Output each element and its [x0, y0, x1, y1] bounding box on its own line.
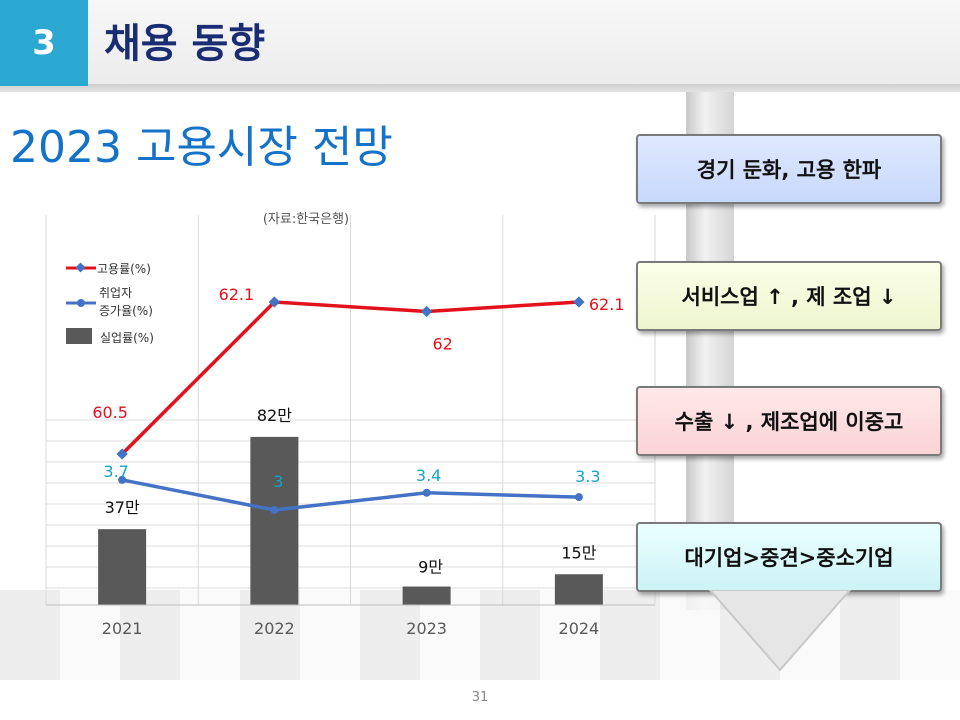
marker-employed-growth	[270, 506, 279, 514]
bar-data-label: 82만	[257, 406, 292, 425]
section-number: 3	[0, 0, 88, 86]
legend-marker-employment-rate	[75, 262, 86, 273]
bar-unemployment	[98, 529, 147, 605]
chart-source-note: (자료:한국은행)	[263, 211, 349, 227]
legend-label-employed-growth: 취업자	[99, 286, 132, 300]
line-series	[116, 296, 585, 514]
x-tick-label: 2022	[254, 619, 295, 638]
header-bar	[0, 0, 960, 86]
line-employed-growth	[121, 478, 579, 512]
side-box-export-manufacturing: 수출 ↓ , 제조업에 이중고	[636, 386, 942, 456]
employed-growth-label: 3.3	[575, 467, 600, 486]
side-box-company-size: 대기업>중견>중소기업	[636, 522, 942, 592]
bar-unemployment	[402, 586, 451, 605]
header-rule	[0, 84, 960, 92]
page-number: 31	[471, 690, 489, 705]
down-arrow-icon	[708, 590, 852, 672]
bar-unemployment	[250, 436, 299, 605]
page-title: 2023 고용시장 전망	[10, 122, 393, 173]
employment-rate-label: 62	[432, 335, 452, 354]
x-tick-label: 2023	[406, 619, 447, 638]
bar-unemployment	[554, 574, 603, 605]
bar-data-label: 15만	[561, 543, 596, 562]
legend-swatch-unemployment	[66, 328, 92, 344]
marker-employment-rate	[573, 296, 585, 308]
x-axis: 2021 2022 2023 2024	[46, 604, 655, 638]
legend-label-unemployment: 실업률(%)	[100, 331, 154, 345]
employed-growth-label: 3.4	[416, 466, 441, 485]
marker-employed-growth	[574, 493, 583, 502]
chart-gridlines	[45, 215, 656, 605]
side-box-service-manufacturing: 서비스업 ↑ , 제 조업 ↓	[636, 261, 942, 331]
line-employment-rate	[120, 300, 579, 456]
section-title: 채용 동향	[104, 21, 266, 67]
employed-growth-label: 3.7	[103, 462, 128, 481]
side-box-economy-slowdown: 경기 둔화, 고용 한파	[636, 134, 942, 204]
bar-data-label: 9만	[418, 558, 443, 577]
x-tick-label: 2021	[102, 619, 143, 638]
employment-rate-label: 62.1	[589, 295, 625, 314]
marker-employed-growth	[422, 488, 431, 497]
bar-data-label: 37만	[105, 498, 140, 517]
employment-rate-label: 60.5	[92, 403, 128, 422]
marker-employed-growth	[118, 475, 127, 484]
employed-growth-label: 3	[273, 472, 283, 491]
employment-chart: 37만 82만 9만 15만 60.5 62.1 62 62.1 3.7 3 3.4 3.3 2021…	[45, 211, 656, 638]
x-tick-label: 2024	[559, 619, 600, 638]
data-labels: 37만 82만 9만 15만 60.5 62.1 62 62.1 3.7 3 3.4 3.3	[92, 285, 624, 577]
bar-series-unemployment	[98, 436, 603, 605]
employment-rate-label: 62.1	[219, 285, 255, 304]
footer-strip	[0, 680, 960, 720]
legend-label-employed-growth: 증가율(%)	[99, 304, 153, 318]
legend-label-employment-rate: 고용률(%)	[97, 262, 151, 276]
marker-employment-rate	[420, 305, 433, 318]
legend-marker-employed-growth	[77, 299, 85, 307]
